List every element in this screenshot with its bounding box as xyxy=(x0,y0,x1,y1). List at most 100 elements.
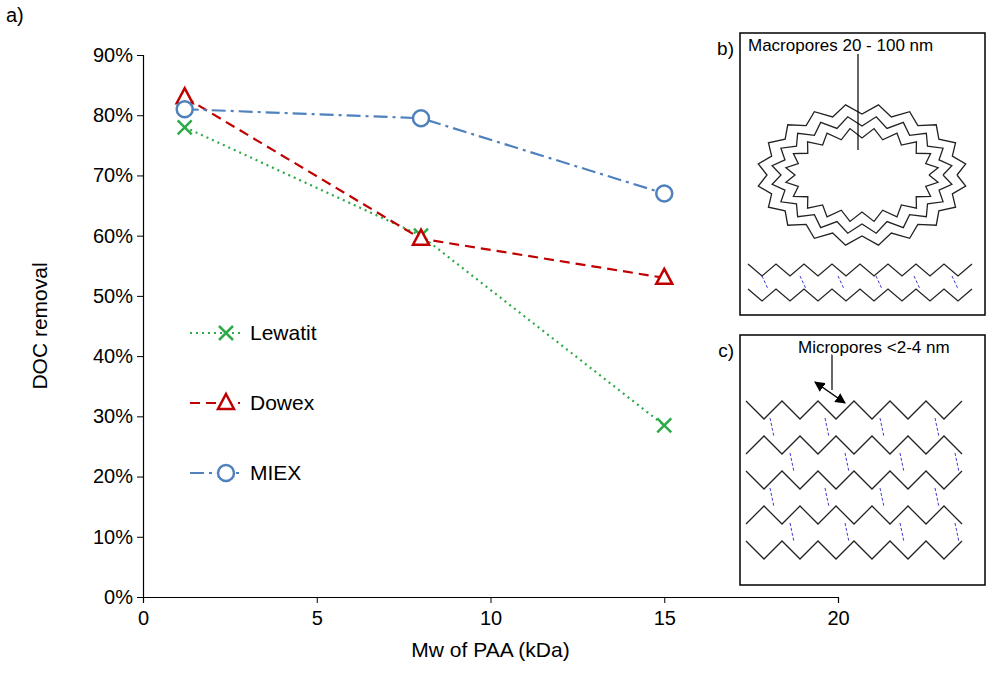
y-tick-mark xyxy=(137,477,143,478)
cross-link xyxy=(880,418,884,437)
y-tick-mark xyxy=(137,416,143,417)
x-axis-line xyxy=(144,598,839,604)
y-tick-mark xyxy=(137,356,143,357)
polymer-chain xyxy=(748,264,972,276)
data-point xyxy=(656,186,672,202)
x-tick-mark xyxy=(491,597,492,603)
cross-link xyxy=(914,276,920,289)
x-tick-label: 5 xyxy=(312,607,323,629)
x-tick: 20 xyxy=(827,597,849,629)
y-axis-line xyxy=(137,56,144,598)
inset-letter: b) xyxy=(717,38,734,59)
y-tick-label: 30% xyxy=(93,405,133,427)
y-tick: 90% xyxy=(93,44,143,66)
cross-link xyxy=(790,523,794,542)
x-tick: 15 xyxy=(654,597,676,629)
y-tick-mark xyxy=(137,175,143,176)
legend-item: Lewatit xyxy=(190,321,317,344)
legend-label: Dowex xyxy=(250,391,315,414)
inset-drawing xyxy=(746,354,962,559)
y-tick-mark xyxy=(137,236,143,237)
cross-link xyxy=(935,488,939,507)
y-tick-mark xyxy=(137,55,143,56)
legend-marker xyxy=(219,326,233,340)
cross-link xyxy=(845,523,849,542)
legend-item: MIEX xyxy=(190,461,301,484)
y-tick: 50% xyxy=(93,285,143,307)
cross-link xyxy=(770,488,774,507)
data-point xyxy=(656,269,672,284)
data-point xyxy=(178,120,192,134)
legend-item: Dowex xyxy=(190,391,315,414)
data-point xyxy=(657,418,671,432)
y-tick-label: 70% xyxy=(93,164,133,186)
polymer-chain xyxy=(758,105,965,245)
y-tick-mark xyxy=(137,537,143,538)
y-tick-label: 50% xyxy=(93,285,133,307)
panel-letter: a) xyxy=(6,4,24,26)
cross-link xyxy=(952,276,958,289)
cross-link xyxy=(876,276,882,289)
cross-link xyxy=(770,418,774,437)
cross-link xyxy=(838,276,844,289)
inset-frame xyxy=(740,335,985,585)
pore-arrow xyxy=(815,382,845,403)
inset-label: Macropores 20 - 100 nm xyxy=(748,36,933,55)
y-tick-label: 10% xyxy=(93,526,133,548)
polymer-chain xyxy=(746,401,962,419)
x-tick-mark xyxy=(317,597,318,603)
y-axis-title: DOC removal xyxy=(28,262,51,389)
legend-label: MIEX xyxy=(250,461,301,484)
x-tick-label: 0 xyxy=(138,607,149,629)
x-tick-mark xyxy=(838,597,839,603)
y-tick-mark xyxy=(137,115,143,116)
inset: c)Micropores <2-4 nm xyxy=(718,335,985,585)
inset-label: Micropores <2-4 nm xyxy=(798,338,950,357)
y-tick: 70% xyxy=(93,164,143,186)
legend-marker xyxy=(218,394,234,409)
data-point xyxy=(177,101,193,117)
y-tick-label: 40% xyxy=(93,345,133,367)
x-tick-label: 15 xyxy=(654,607,676,629)
y-tick-label: 90% xyxy=(93,44,133,66)
x-axis-title: Mw of PAA (kDa) xyxy=(411,638,569,661)
figure: 0 5 10 15 20 0% 10% 20% 30% 40% 50% 60% 70% 80% 90% Mw … xyxy=(0,0,994,674)
x-tick-label: 10 xyxy=(480,607,502,629)
x-tick-label: 20 xyxy=(827,607,849,629)
plot-marks xyxy=(177,88,673,432)
y-tick: 0% xyxy=(104,586,143,608)
cross-link xyxy=(900,453,904,472)
legend-marker xyxy=(218,465,234,481)
cross-link xyxy=(790,453,794,472)
cross-link xyxy=(825,488,829,507)
polymer-chain xyxy=(746,506,962,524)
inset: b) Macropores 20 - 100 nm xyxy=(717,33,985,315)
x-tick-mark xyxy=(664,597,665,603)
y-tick: 80% xyxy=(93,104,143,126)
x-tick: 5 xyxy=(312,597,323,629)
cross-link xyxy=(845,453,849,472)
polymer-chain xyxy=(748,289,972,301)
legend-label: Lewatit xyxy=(250,321,317,344)
y-tick: 30% xyxy=(93,405,143,427)
polymer-chain xyxy=(746,541,962,559)
cross-link xyxy=(900,523,904,542)
pointer xyxy=(831,354,832,390)
y-tick-label: 60% xyxy=(93,225,133,247)
x-tick: 10 xyxy=(480,597,502,629)
data-point xyxy=(413,230,429,245)
y-axis: 0% 10% 20% 30% 40% 50% 60% 70% 80% 90% xyxy=(93,44,144,608)
inset-frame xyxy=(740,33,985,315)
cross-link xyxy=(880,488,884,507)
cross-link xyxy=(935,418,939,437)
y-tick: 20% xyxy=(93,465,143,487)
polymer-chain xyxy=(786,129,938,222)
series-line xyxy=(185,109,665,193)
y-tick-mark xyxy=(137,296,143,297)
cross-link xyxy=(825,418,829,437)
data-point xyxy=(413,110,429,126)
y-tick-label: 20% xyxy=(93,465,133,487)
y-tick: 10% xyxy=(93,526,143,548)
y-tick-mark xyxy=(137,597,143,598)
polymer-chain xyxy=(746,436,962,454)
